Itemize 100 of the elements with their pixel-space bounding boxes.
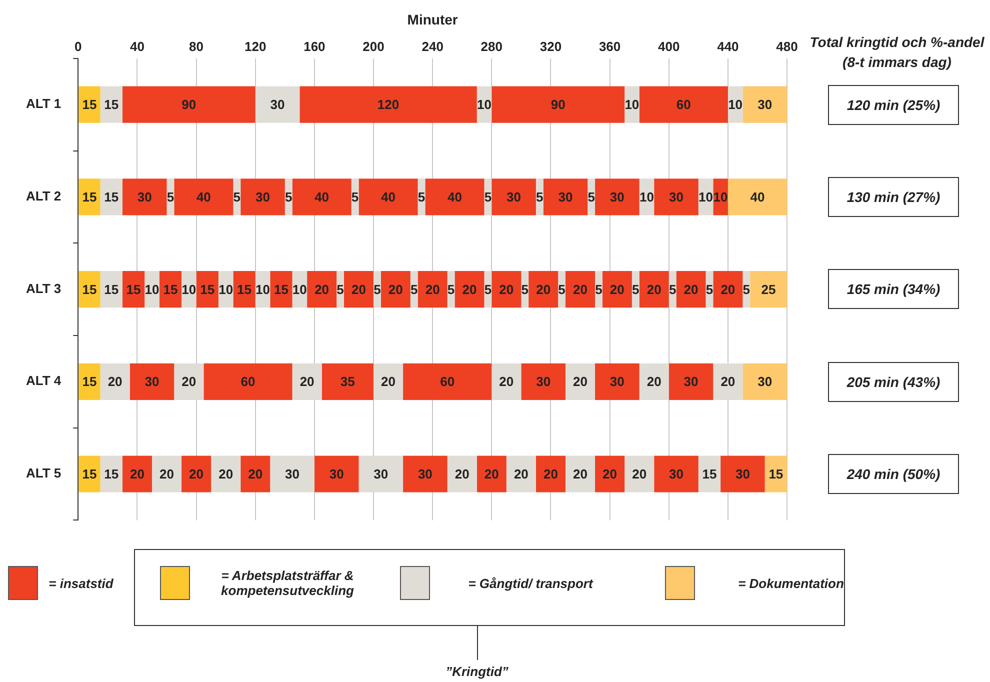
data-label: 20 — [388, 282, 403, 297]
text: = insatstid — [48, 574, 114, 592]
data-label: 20 — [218, 466, 234, 482]
bar — [122, 271, 145, 308]
data-label: 5 — [536, 190, 544, 205]
text: 130 min (27%) — [828, 176, 959, 217]
data-label: 20 — [720, 374, 736, 390]
bar — [314, 456, 359, 492]
bar — [233, 271, 256, 308]
data-label: 30 — [329, 466, 344, 482]
data-label: 5 — [336, 282, 344, 297]
data-label: 20 — [720, 282, 736, 297]
data-label: 30 — [374, 466, 388, 482]
data-label: 10 — [182, 282, 196, 297]
data-label: 20 — [130, 466, 144, 482]
y-tick-label: ALT 4 — [26, 373, 62, 388]
data-label: 15 — [104, 190, 119, 205]
data-label: 20 — [484, 466, 499, 482]
x-tick-label: 360 — [598, 39, 621, 54]
data-label: 30 — [558, 190, 573, 205]
data-label: 5 — [410, 282, 418, 297]
data-label: 15 — [163, 282, 178, 297]
bar — [425, 178, 484, 216]
bar — [654, 456, 698, 492]
bar — [270, 271, 292, 308]
data-label: 35 — [340, 374, 355, 390]
data-label: 5 — [558, 282, 566, 297]
bar — [403, 456, 448, 492]
data-label: 5 — [632, 282, 640, 297]
bar — [595, 363, 640, 400]
data-label: 15 — [104, 97, 119, 112]
y-tick-label: ALT 5 — [26, 466, 62, 481]
bar — [676, 271, 706, 308]
bar — [595, 456, 625, 492]
bar — [174, 178, 234, 216]
x-tick-label: 400 — [658, 39, 680, 54]
data-label: 5 — [351, 190, 359, 205]
x-tick-label: 0 — [74, 39, 82, 54]
data-label: 15 — [126, 282, 141, 297]
data-label: 10 — [256, 282, 270, 297]
text: 205 min (43%) — [828, 362, 959, 402]
data-label: 15 — [104, 466, 119, 482]
data-label: 90 — [550, 97, 566, 112]
data-label: 20 — [462, 282, 477, 297]
y-tick-label: ALT 3 — [26, 280, 62, 296]
bar — [454, 271, 484, 308]
data-label: 20 — [646, 374, 662, 390]
bar — [307, 271, 337, 308]
data-label: 40 — [314, 190, 330, 205]
data-label: 5 — [418, 190, 426, 205]
data-label: 15 — [82, 466, 97, 482]
data-label: 30 — [137, 190, 152, 205]
bar — [100, 178, 122, 216]
data-label: 30 — [669, 466, 684, 482]
data-label: 10 — [728, 97, 743, 112]
data-label: 5 — [484, 190, 492, 205]
data-label: 60 — [240, 374, 256, 390]
bar — [100, 86, 122, 123]
text: Total kringtid och %-andel (8-t immars dag) — [808, 33, 986, 72]
data-label: 30 — [610, 190, 624, 205]
bar — [292, 178, 352, 216]
bar — [78, 271, 100, 308]
text: 240 min (50%) — [828, 454, 959, 494]
bar — [122, 456, 152, 492]
data-label: 40 — [196, 190, 211, 205]
bar — [292, 363, 322, 400]
data-label: 20 — [454, 466, 470, 482]
bar — [565, 363, 596, 400]
data-label: 10 — [713, 190, 728, 205]
data-label: 5 — [447, 282, 455, 297]
data-label: 5 — [166, 190, 174, 205]
bar — [713, 363, 743, 400]
data-label: 10 — [218, 282, 234, 297]
bar — [240, 178, 285, 216]
bar — [447, 456, 477, 492]
bar — [100, 456, 122, 492]
y-tick-label: ALT 2 — [26, 188, 62, 204]
data-label: 20 — [352, 282, 366, 297]
bar — [255, 86, 300, 123]
data-label: 40 — [750, 190, 765, 205]
data-label: 120 — [377, 97, 400, 112]
data-label: 30 — [610, 374, 624, 390]
data-label: 30 — [285, 466, 300, 482]
bar — [639, 271, 669, 308]
bar — [521, 363, 566, 400]
bar — [374, 363, 404, 400]
bar — [78, 363, 100, 400]
bar — [536, 456, 566, 492]
bar — [78, 178, 100, 216]
bar — [78, 456, 100, 492]
bar — [204, 363, 292, 400]
text: 165 min (34%) — [828, 269, 959, 310]
data-label: 5 — [484, 282, 492, 297]
data-label: 5 — [233, 190, 241, 205]
data-label: 30 — [669, 190, 684, 205]
bar — [492, 86, 625, 123]
data-label: 30 — [144, 374, 160, 390]
data-label: 10 — [477, 97, 492, 112]
bar — [476, 456, 506, 492]
bar — [418, 271, 448, 308]
